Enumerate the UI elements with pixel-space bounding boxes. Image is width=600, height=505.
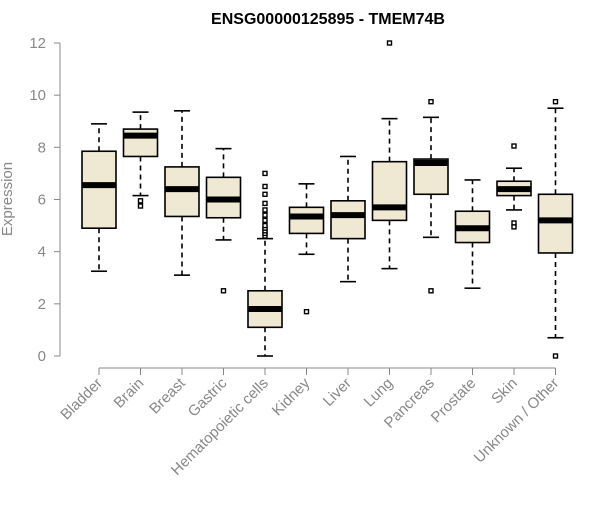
box-group [537, 98, 574, 359]
outlier-point [262, 200, 268, 207]
box-group [164, 110, 200, 276]
x-category-label: Skin [488, 375, 521, 408]
outlier-point [511, 143, 517, 149]
outlier-point [428, 98, 434, 105]
outlier-point [552, 353, 559, 359]
outlier-point [137, 203, 144, 209]
x-category-label: Liver [320, 375, 355, 410]
box-iqr [81, 150, 117, 229]
outlier-point [220, 288, 227, 294]
box-iqr [330, 200, 366, 240]
axes-layer: 0 2 4 6 8 10 12 [29, 35, 556, 375]
box-group [81, 123, 117, 273]
outlier-point [262, 222, 268, 229]
y-axis-title: Expression [0, 162, 16, 236]
x-category-label: Prostate [428, 375, 480, 427]
box-group [122, 111, 159, 209]
y-tick-label: 10 [29, 87, 46, 104]
box-group [496, 143, 532, 230]
outlier-point [262, 170, 268, 177]
x-category-label: Lung [361, 375, 397, 411]
box-iqr [371, 160, 408, 222]
x-category-label: Kidney [269, 374, 314, 419]
x-category-label: Bladder [57, 375, 106, 424]
y-tick-label: 4 [38, 244, 46, 261]
box-group [288, 183, 325, 315]
box-group [413, 98, 449, 294]
box-iqr [537, 193, 574, 254]
box-group [330, 155, 366, 283]
box-group [247, 170, 283, 357]
chart-title: ENSG00000125895 - TMEM74B [211, 11, 445, 28]
x-category-label: Brain [111, 375, 148, 412]
outlier-point [137, 198, 144, 204]
outlier-point [262, 217, 268, 224]
outlier-point [262, 183, 268, 190]
y-tick-label: 0 [38, 348, 46, 365]
outlier-point [511, 224, 517, 230]
box-group [205, 147, 242, 294]
outlier-point [428, 288, 434, 294]
y-tick-label: 8 [38, 139, 46, 156]
boxes-layer [81, 40, 574, 359]
box-group [454, 179, 491, 289]
outlier-point [262, 207, 268, 213]
outlier-point [303, 308, 310, 315]
outlier-point [386, 40, 393, 46]
outlier-point [262, 212, 268, 218]
box-iqr [288, 206, 325, 235]
box-group [371, 40, 408, 270]
y-tick-label: 6 [38, 192, 46, 209]
x-category-label: Breast [146, 374, 189, 417]
outlier-point [552, 98, 559, 105]
y-tick-label: 12 [29, 35, 46, 52]
outlier-point [262, 191, 268, 197]
y-tick-label: 2 [38, 296, 46, 313]
